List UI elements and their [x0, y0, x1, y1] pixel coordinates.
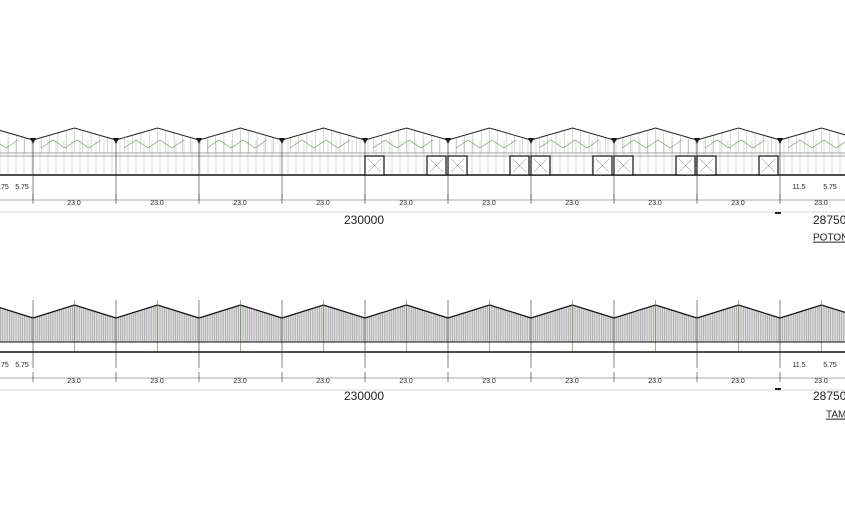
door-cross	[699, 158, 714, 173]
bay-dimension: 23.0	[67, 378, 81, 385]
total-right: 28750	[813, 389, 845, 403]
door-cross	[595, 158, 610, 173]
bay-dimension: 23.0	[233, 378, 247, 385]
dimension-marker	[775, 212, 781, 214]
door-cross	[761, 158, 776, 173]
truss	[704, 139, 766, 149]
dimension-left: 5.75	[15, 184, 29, 191]
truss	[0, 139, 19, 149]
roof	[779, 127, 845, 141]
door-cross	[429, 158, 444, 173]
truss	[40, 139, 102, 149]
bay-dimension: 23.0	[150, 378, 164, 385]
dimension-right: 5.75	[823, 362, 837, 369]
bay-dimension: 23.0	[814, 378, 828, 385]
bay-dimension: 23.0	[565, 378, 579, 385]
dimension-left: 5.75	[0, 184, 9, 191]
door-cross	[512, 158, 527, 173]
dimension-right: 5.75	[823, 184, 837, 191]
truss	[206, 139, 268, 149]
truss	[372, 139, 434, 149]
total-dimension: 230000	[344, 389, 384, 403]
truss	[455, 139, 517, 149]
bay-dimension: 23.0	[482, 200, 496, 207]
bay-dimension: 23.0	[150, 200, 164, 207]
dimension-right: 11.5	[792, 184, 805, 191]
bay-dimension: 23.0	[233, 200, 247, 207]
door-cross	[367, 158, 382, 173]
dimension-left: 5.75	[0, 362, 9, 369]
bay-dimension: 23.0	[565, 200, 579, 207]
bay-dimension: 23.0	[731, 200, 745, 207]
roof	[0, 307, 34, 319]
roof	[0, 129, 34, 141]
wall	[780, 305, 845, 342]
door-cross	[616, 158, 631, 173]
dimension-left: 5.75	[15, 362, 29, 369]
truss	[123, 139, 185, 149]
truss	[787, 139, 845, 149]
total-dimension: 230000	[344, 213, 384, 227]
bay-dimension: 23.0	[316, 378, 330, 385]
bay-dimension: 23.0	[814, 200, 828, 207]
truss	[289, 139, 351, 149]
dimension-marker	[775, 388, 781, 390]
section-label: POTONG	[813, 233, 845, 244]
bay-dimension: 23.0	[399, 200, 413, 207]
bay-dimension: 23.0	[316, 200, 330, 207]
bay-dimension: 23.0	[731, 378, 745, 385]
total-right: 28750	[813, 213, 845, 227]
truss	[621, 139, 683, 149]
door-cross	[450, 158, 465, 173]
dimension-right: 11.5	[792, 362, 805, 369]
bay-dimension: 23.0	[648, 200, 662, 207]
bay-dimension: 23.0	[648, 378, 662, 385]
bay-dimension: 23.0	[399, 378, 413, 385]
truss	[538, 139, 600, 149]
bay-dimension: 23.0	[67, 200, 81, 207]
section-label: TAM	[826, 410, 845, 421]
door-cross	[678, 158, 693, 173]
door-cross	[533, 158, 548, 173]
bay-dimension: 23.0	[482, 378, 496, 385]
